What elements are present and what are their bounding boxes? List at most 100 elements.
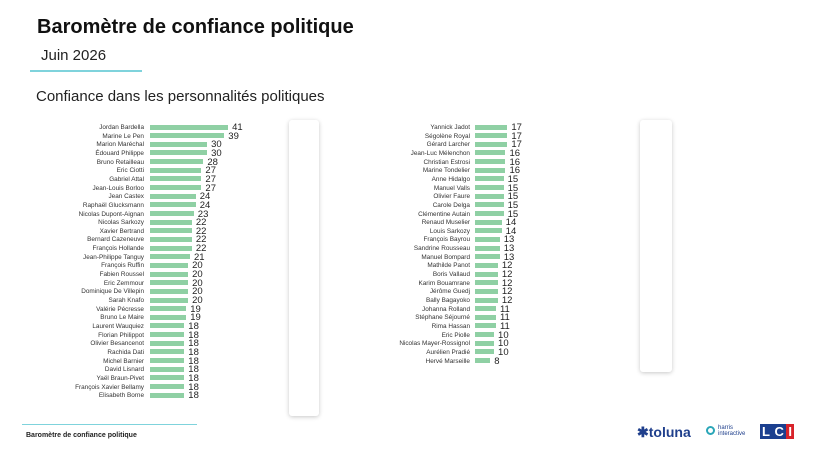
- category-label: Rachida Dati: [107, 348, 144, 356]
- value-label: 15: [507, 173, 519, 185]
- category-label: Bruno Le Maire: [100, 314, 144, 322]
- value-label: 11: [499, 312, 510, 324]
- category-label: Marine Le Pen: [102, 132, 144, 140]
- bar: [475, 297, 498, 303]
- value-label: 14: [505, 217, 517, 229]
- value-label: 19: [190, 312, 201, 324]
- value-label: 15: [507, 199, 519, 211]
- bar: [150, 314, 187, 320]
- bar: [150, 176, 202, 182]
- bar: [150, 332, 185, 338]
- bar: [475, 211, 504, 216]
- value-label: 22: [195, 234, 207, 246]
- value-label: 17: [511, 122, 522, 133]
- category-label: Eric Zemmour: [103, 279, 144, 287]
- delta-panel-right: [640, 120, 672, 372]
- category-label: Sandrine Rousseau: [413, 245, 470, 253]
- bar: [475, 124, 508, 130]
- bar: [150, 211, 194, 216]
- category-label: Ségolène Royal: [424, 132, 470, 140]
- category-label: Bernard Cazeneuve: [87, 236, 144, 244]
- category-label: Marion Maréchal: [96, 141, 144, 149]
- value-label: 18: [188, 390, 199, 402]
- category-label: Carole Delga: [432, 201, 470, 209]
- bar: [150, 280, 189, 286]
- category-label: Dominique De Villepin: [81, 288, 144, 296]
- bar: [475, 349, 495, 355]
- category-label: Jean-Luc Mélenchon: [410, 149, 470, 157]
- category-label: Édouard Philippe: [95, 149, 144, 157]
- category-label: Yannick Jadot: [430, 124, 470, 131]
- bar: [150, 366, 185, 372]
- value-label: 12: [501, 286, 513, 298]
- value-label: 27: [205, 165, 216, 177]
- subtitle-rule: [30, 70, 142, 72]
- category-label: François Bayrou: [423, 236, 470, 244]
- category-label: Jean-Philippe Tanguy: [83, 253, 144, 261]
- bar: [150, 288, 189, 294]
- category-label: Valérie Pécresse: [96, 305, 144, 313]
- value-label: 23: [197, 208, 209, 220]
- value-label: 16: [509, 165, 521, 177]
- bar: [150, 384, 185, 389]
- bar: [150, 349, 185, 355]
- value-label: 15: [507, 208, 519, 220]
- bar: [150, 219, 192, 225]
- value-label: 17: [511, 139, 522, 151]
- value-label: 30: [211, 139, 222, 151]
- bar: [475, 245, 500, 251]
- category-label: Marine Tondelier: [422, 167, 470, 175]
- value-label: 24: [199, 199, 211, 211]
- category-label: Fabien Roussel: [99, 271, 144, 279]
- bar: [475, 159, 506, 165]
- category-label: Jordan Bardella: [99, 124, 144, 131]
- bar: [475, 340, 495, 346]
- bar: [150, 159, 204, 165]
- bar: [150, 323, 185, 329]
- bar: [475, 306, 496, 312]
- bar: [150, 358, 185, 364]
- value-label: 16: [509, 147, 521, 159]
- value-label: 24: [199, 191, 211, 203]
- category-label: Jérôme Guedj: [429, 288, 470, 296]
- value-label: 27: [205, 182, 216, 194]
- category-label: Bally Bagayoko: [425, 297, 470, 304]
- value-label: 15: [507, 191, 519, 203]
- value-label: 19: [190, 303, 201, 315]
- bar: [475, 254, 500, 260]
- value-label: 15: [507, 182, 519, 194]
- category-label: Nicolas Sarkozy: [98, 219, 144, 227]
- category-label: Stéphane Séjourné: [415, 314, 470, 322]
- category-label: Raphaël Glucksmann: [82, 201, 144, 209]
- bar: [475, 236, 500, 242]
- category-label: Manuel Bompard: [421, 253, 470, 261]
- value-label: 30: [211, 147, 222, 159]
- toluna-logo-text: toluna: [648, 424, 691, 440]
- category-label: Louis Sarkozy: [429, 227, 470, 235]
- value-label: 18: [188, 381, 199, 393]
- bar: [475, 314, 496, 320]
- category-label: Bruno Retailleau: [96, 158, 144, 166]
- bar: [475, 280, 498, 286]
- bar: [150, 271, 189, 277]
- value-label: 18: [188, 364, 199, 376]
- category-label: Olivier Besancenot: [90, 340, 144, 348]
